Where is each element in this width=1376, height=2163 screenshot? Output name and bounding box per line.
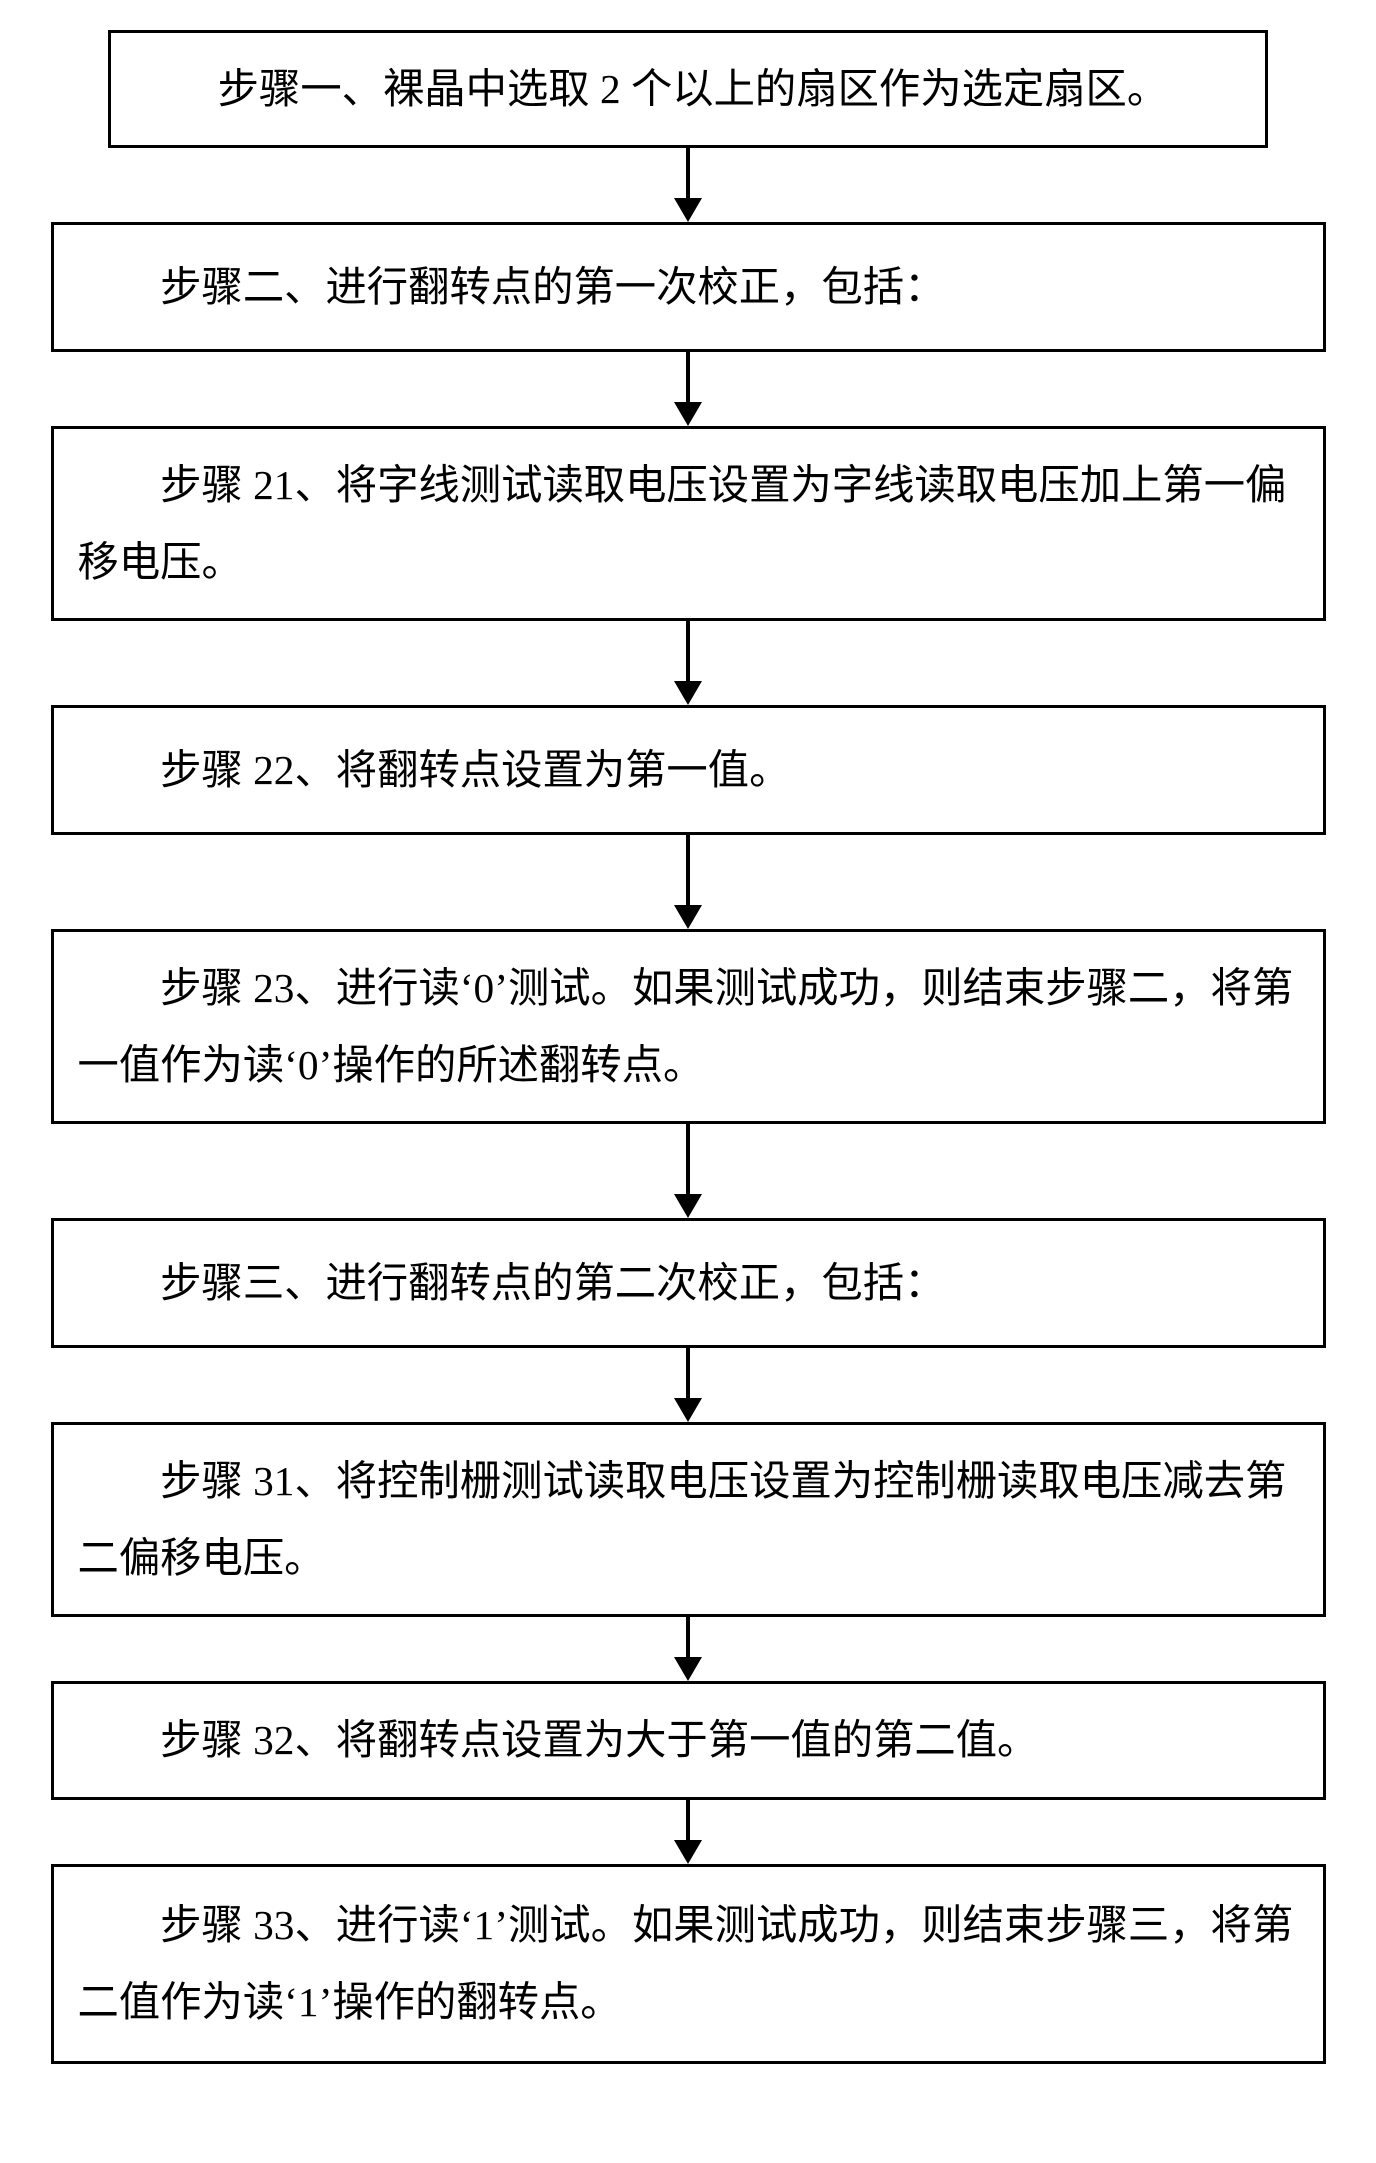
- flowchart-step-step2: 步骤二、进行翻转点的第一次校正，包括：: [51, 222, 1326, 352]
- flowchart-step-step22: 步骤 22、将翻转点设置为第一值。: [51, 705, 1326, 835]
- flowchart-container: 步骤一、裸晶中选取 2 个以上的扇区作为选定扇区。步骤二、进行翻转点的第一次校正…: [0, 0, 1376, 2163]
- flowchart-arrow: [674, 1124, 702, 1218]
- flowchart-arrow: [674, 148, 702, 222]
- flowchart-step-step21: 步骤 21、将字线测试读取电压设置为字线读取电压加上第一偏移电压。: [51, 426, 1326, 621]
- flowchart-arrow: [674, 621, 702, 705]
- flowchart-arrow: [674, 1348, 702, 1422]
- step-text: 步骤 31、将控制栅测试读取电压设置为控制栅读取电压减去第二偏移电压。: [78, 1443, 1299, 1596]
- flowchart-step-step3: 步骤三、进行翻转点的第二次校正，包括：: [51, 1218, 1326, 1348]
- step-text: 步骤 23、进行读‘0’测试。如果测试成功，则结束步骤二，将第一值作为读‘0’操…: [78, 950, 1299, 1103]
- flowchart-step-step1: 步骤一、裸晶中选取 2 个以上的扇区作为选定扇区。: [108, 30, 1268, 148]
- flowchart-arrow: [674, 1617, 702, 1681]
- flowchart-arrow: [674, 352, 702, 426]
- step-text: 步骤 32、将翻转点设置为大于第一值的第二值。: [78, 1702, 1299, 1778]
- step-text: 步骤二、进行翻转点的第一次校正，包括：: [78, 249, 1299, 325]
- step-text: 步骤三、进行翻转点的第二次校正，包括：: [78, 1245, 1299, 1321]
- flowchart-arrow: [674, 835, 702, 929]
- step-text: 步骤 33、进行读‘1’测试。如果测试成功，则结束步骤三，将第二值作为读‘1’操…: [78, 1887, 1299, 2040]
- step-text: 步骤一、裸晶中选取 2 个以上的扇区作为选定扇区。: [135, 51, 1241, 127]
- flowchart-step-step23: 步骤 23、进行读‘0’测试。如果测试成功，则结束步骤二，将第一值作为读‘0’操…: [51, 929, 1326, 1124]
- step-text: 步骤 22、将翻转点设置为第一值。: [78, 732, 1299, 808]
- flowchart-step-step31: 步骤 31、将控制栅测试读取电压设置为控制栅读取电压减去第二偏移电压。: [51, 1422, 1326, 1617]
- flowchart-step-step32: 步骤 32、将翻转点设置为大于第一值的第二值。: [51, 1681, 1326, 1799]
- step-text: 步骤 21、将字线测试读取电压设置为字线读取电压加上第一偏移电压。: [78, 447, 1299, 600]
- flowchart-arrow: [674, 1800, 702, 1864]
- flowchart-step-step33: 步骤 33、进行读‘1’测试。如果测试成功，则结束步骤三，将第二值作为读‘1’操…: [51, 1864, 1326, 2064]
